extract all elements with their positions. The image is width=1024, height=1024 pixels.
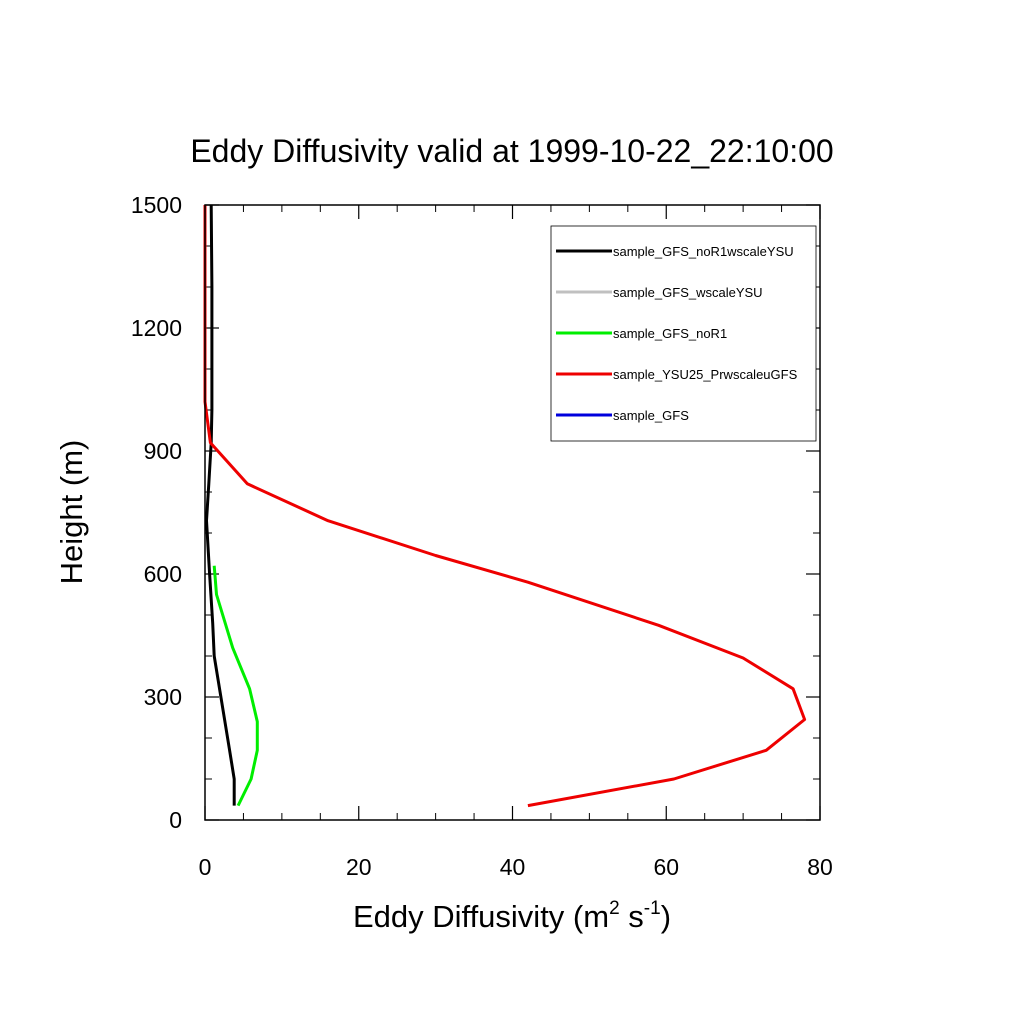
legend-label-4: sample_YSU25_PrwscaleuGFS xyxy=(613,367,798,382)
x-axis-label-sup1: 2 xyxy=(609,898,620,919)
y-tick-label: 1500 xyxy=(131,192,182,218)
plot-frame-rect xyxy=(204,204,821,821)
x-tick-label: 20 xyxy=(346,854,372,880)
plot-frame xyxy=(204,204,821,821)
legend-label-5: sample_GFS xyxy=(613,408,689,423)
x-tick-label: 60 xyxy=(653,854,679,880)
y-tick-label: 0 xyxy=(169,807,182,833)
y-tick-label: 300 xyxy=(144,684,182,710)
y-tick-label: 900 xyxy=(144,438,182,464)
legend-label-2: sample_GFS_wscaleYSU xyxy=(613,285,763,300)
x-tick-label: 40 xyxy=(500,854,526,880)
y-tick-label: 600 xyxy=(144,561,182,587)
chart-title: Eddy Diffusivity valid at 1999-10-22_22:… xyxy=(190,133,833,169)
legend-label-1: sample_GFS_noR1wscaleYSU xyxy=(613,244,794,259)
axis-ticks: 0 20 40 60 80 0 300 600 900 1200 1500 xyxy=(131,192,833,880)
x-axis-label-prefix: Eddy Diffusivity (m xyxy=(353,899,609,934)
x-tick-label: 0 xyxy=(199,854,212,880)
y-tick-label: 1200 xyxy=(131,315,182,341)
series-line-1 xyxy=(205,204,236,806)
x-axis-label: Eddy Diffusivity (m2 s-1) xyxy=(353,898,671,934)
x-tick-label: 80 xyxy=(807,854,833,880)
y-axis-label: Height (m) xyxy=(54,440,89,585)
legend: sample_GFS_noR1wscaleYSU sample_GFS_wscal… xyxy=(550,225,817,442)
series-line-3 xyxy=(212,565,259,807)
x-axis-label-suffix: ) xyxy=(661,899,671,934)
x-axis-label-mid: s xyxy=(620,899,644,934)
legend-label-3: sample_GFS_noR1 xyxy=(613,326,727,341)
x-axis-label-sup2: -1 xyxy=(644,898,661,919)
